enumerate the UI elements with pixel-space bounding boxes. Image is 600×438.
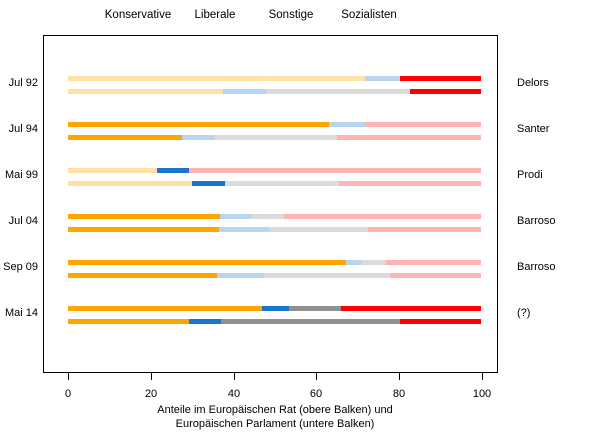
segment-liberale bbox=[345, 260, 363, 265]
x-axis-tick-label: 80 bbox=[392, 388, 406, 400]
bar-parlament bbox=[68, 89, 481, 94]
bar-rat bbox=[68, 122, 481, 127]
segment-liberale bbox=[182, 135, 214, 140]
legend-label-konservative: Konservative bbox=[104, 9, 172, 21]
segment-liberale bbox=[216, 273, 264, 278]
segment-sozialisten bbox=[400, 76, 481, 81]
president-label: Delors bbox=[517, 77, 549, 89]
segment-konservative bbox=[68, 181, 193, 186]
segment-liberale bbox=[262, 306, 290, 311]
x-axis-tick-label: 100 bbox=[472, 388, 492, 400]
segment-liberale bbox=[220, 214, 252, 219]
segment-sozialisten bbox=[188, 168, 481, 173]
bar-rat bbox=[68, 168, 481, 173]
x-axis-title-line1: Anteile im Europäischen Rat (obere Balke… bbox=[157, 404, 393, 416]
segment-sonstige bbox=[289, 306, 341, 311]
bar-parlament bbox=[68, 273, 481, 278]
segment-sozialisten bbox=[409, 89, 481, 94]
segment-konservative bbox=[68, 214, 221, 219]
bar-rat bbox=[68, 306, 481, 311]
segment-konservative bbox=[68, 122, 329, 127]
x-axis-tick-label: 40 bbox=[227, 388, 241, 400]
segment-sonstige bbox=[213, 135, 337, 140]
bar-parlament bbox=[68, 319, 481, 324]
segment-sonstige bbox=[266, 89, 410, 94]
segment-konservative bbox=[68, 227, 220, 232]
bar-rat bbox=[68, 214, 481, 219]
bar-parlament bbox=[68, 181, 481, 186]
segment-liberale bbox=[189, 319, 221, 324]
x-axis-tick bbox=[234, 373, 235, 380]
segment-liberale bbox=[222, 89, 267, 94]
date-label: Mai 14 bbox=[4, 307, 38, 319]
date-label: Jul 94 bbox=[8, 123, 38, 135]
segment-konservative bbox=[68, 319, 189, 324]
segment-konservative bbox=[68, 89, 223, 94]
segment-liberale bbox=[364, 76, 401, 81]
bar-parlament bbox=[68, 135, 481, 140]
plot-area bbox=[43, 35, 498, 373]
bar-rat bbox=[68, 76, 481, 81]
segment-sonstige bbox=[251, 214, 285, 219]
x-axis-tick bbox=[68, 373, 69, 380]
president-label: Prodi bbox=[517, 169, 543, 181]
segment-konservative bbox=[68, 260, 346, 265]
x-axis-tick bbox=[399, 373, 400, 380]
segment-konservative bbox=[68, 273, 217, 278]
x-axis-tick bbox=[482, 373, 483, 380]
segment-liberale bbox=[328, 122, 366, 127]
segment-sonstige bbox=[362, 260, 386, 265]
president-label: (?) bbox=[517, 307, 531, 319]
segment-sozialisten bbox=[368, 227, 481, 232]
legend-label-liberale: Liberale bbox=[194, 9, 236, 21]
x-axis-title-line2: Europäischen Parlament (untere Balken) bbox=[175, 418, 375, 430]
president-label: Barroso bbox=[517, 215, 556, 227]
segment-liberale bbox=[219, 227, 269, 232]
x-axis-tick-label: 0 bbox=[64, 388, 72, 400]
segment-sonstige bbox=[220, 319, 400, 324]
segment-sozialisten bbox=[389, 273, 481, 278]
bar-parlament bbox=[68, 227, 481, 232]
segment-sozialisten bbox=[386, 260, 481, 265]
segment-konservative bbox=[68, 135, 183, 140]
x-axis-tick bbox=[151, 373, 152, 380]
segment-konservative bbox=[68, 306, 263, 311]
segment-liberale bbox=[156, 168, 189, 173]
segment-sozialisten bbox=[340, 306, 481, 311]
x-axis-tick bbox=[316, 373, 317, 380]
segment-sonstige bbox=[224, 181, 339, 186]
segment-sozialisten bbox=[284, 214, 481, 219]
date-label: Mai 99 bbox=[4, 169, 38, 181]
segment-sonstige bbox=[263, 273, 390, 278]
president-label: Barroso bbox=[517, 261, 556, 273]
segment-konservative bbox=[68, 168, 157, 173]
bar-rat bbox=[68, 260, 481, 265]
segment-konservative bbox=[68, 76, 365, 81]
president-label: Santer bbox=[517, 123, 550, 135]
x-axis-tick-label: 20 bbox=[144, 388, 158, 400]
date-label: Sep 09 bbox=[3, 261, 38, 273]
date-label: Jul 04 bbox=[8, 215, 38, 227]
legend-label-sonstige: Sonstige bbox=[268, 9, 314, 21]
segment-sozialisten bbox=[336, 135, 481, 140]
segment-sozialisten bbox=[338, 181, 481, 186]
legend-label-sozialisten: Sozialisten bbox=[341, 9, 397, 21]
segment-sonstige bbox=[268, 227, 369, 232]
x-axis-tick-label: 60 bbox=[309, 388, 323, 400]
segment-liberale bbox=[192, 181, 225, 186]
segment-sozialisten bbox=[365, 122, 481, 127]
segment-sozialisten bbox=[399, 319, 481, 324]
date-label: Jul 92 bbox=[8, 77, 38, 89]
